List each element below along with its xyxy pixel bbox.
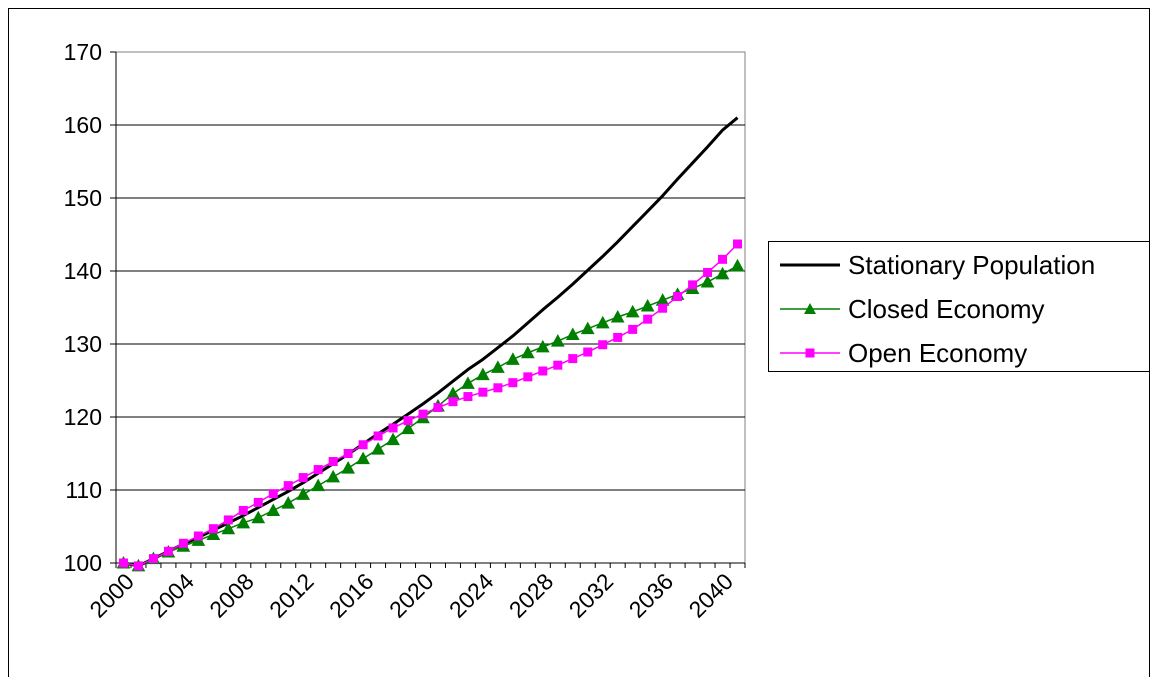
data-point [328,457,338,467]
data-point [521,345,535,359]
data-point [733,239,743,249]
data-point [208,524,218,534]
y-tick-label: 100 [64,550,102,576]
y-tick-label: 150 [64,185,102,211]
data-point [433,403,443,413]
y-axis: 100 110 120 130 140 150 160 170 [64,39,117,576]
data-point [478,387,488,397]
data-point [356,451,370,465]
data-point [550,334,565,347]
data-point [403,416,413,426]
data-point [371,442,385,455]
data-point [568,354,578,364]
data-point [311,478,326,492]
data-point [598,340,608,350]
data-point [223,515,233,525]
data-point [610,309,625,323]
legend-label: Stationary Population [848,250,1095,280]
data-point [703,267,713,277]
legend-label: Open Economy [848,338,1027,368]
data-point [625,304,640,318]
data-point [118,558,128,568]
legend-box [768,241,1150,372]
data-point [613,332,623,342]
data-point [595,315,610,329]
y-tick-label: 130 [64,331,102,357]
data-point [193,531,203,541]
data-point [253,497,263,507]
y-tick-label: 140 [64,258,102,284]
data-point [266,503,281,516]
series-open-economy [118,239,743,571]
y-tick-label: 120 [64,404,102,430]
legend: Stationary Population Closed Economy Open … [768,241,1150,372]
gridlines [116,124,745,491]
data-point [206,527,221,541]
data-point [580,321,595,335]
data-point [251,510,266,524]
data-point [461,376,475,389]
legend-item: Closed Economy [780,294,1045,324]
data-point [386,432,400,446]
data-point [508,378,518,388]
data-point [401,421,415,435]
data-point [281,496,296,509]
y-tick-label: 170 [64,39,102,65]
data-point [715,266,730,280]
data-point [221,521,236,535]
series-layer [116,116,745,572]
data-point [688,280,698,290]
data-point [718,254,728,264]
data-point [326,469,340,483]
data-point [700,274,715,288]
legend-label: Closed Economy [848,294,1045,324]
data-point [388,423,398,433]
legend-marker [805,348,815,358]
data-point [313,465,323,475]
data-point [341,461,355,474]
data-point [296,487,311,500]
data-point [523,372,533,382]
data-point [358,440,368,450]
data-point [283,481,293,491]
data-point [583,347,593,357]
y-tick-label: 110 [65,477,102,503]
data-point [493,383,503,393]
data-point [238,505,248,515]
data-point [658,303,668,313]
data-point [448,397,458,407]
data-point [673,292,683,302]
plot-area [115,51,746,564]
data-point [538,366,548,376]
data-point [565,327,580,341]
data-point [506,352,520,365]
data-point [476,367,490,381]
data-point [628,324,638,334]
data-point [463,392,473,402]
data-point [236,515,251,529]
data-point [163,546,173,556]
data-point [418,409,428,419]
data-point [491,360,505,373]
data-point [640,298,655,312]
data-point [178,538,188,548]
data-point [373,431,383,441]
data-point [268,489,278,499]
data-point [148,554,158,564]
data-point [535,339,550,353]
data-point [643,314,653,324]
legend-marker [804,303,816,314]
y-tick-label: 160 [64,112,102,138]
data-point [298,473,308,483]
data-point [730,258,745,272]
data-point [343,449,353,458]
legend-item: Stationary Population [780,250,1095,280]
data-point [133,561,143,571]
legend-item: Open Economy [780,338,1027,368]
data-point [553,360,563,370]
